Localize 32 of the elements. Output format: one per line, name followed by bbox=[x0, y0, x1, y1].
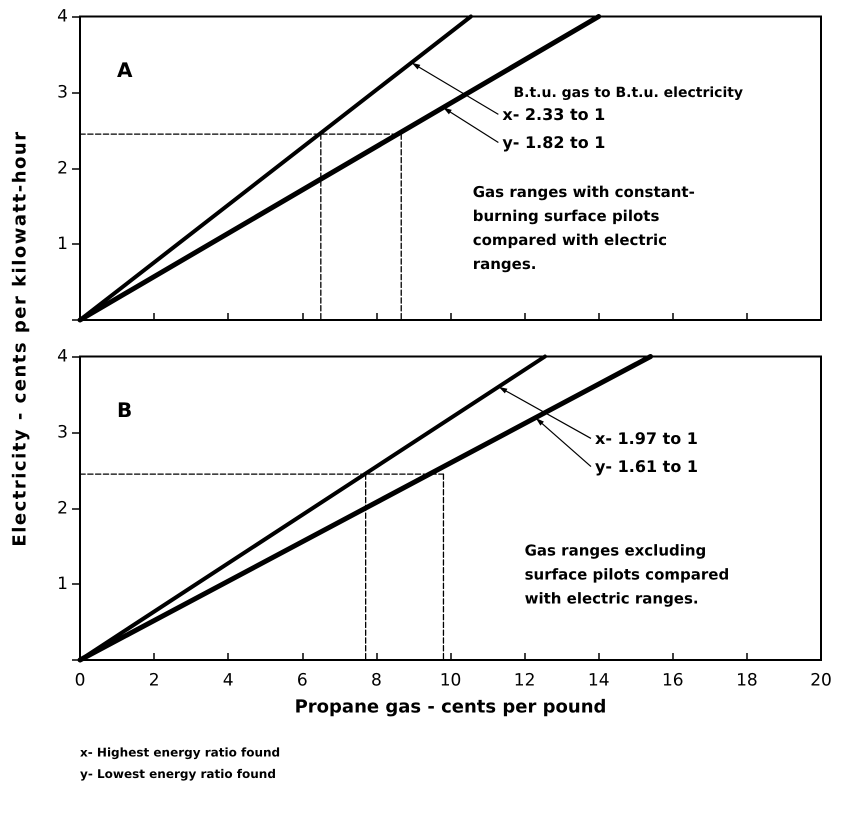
annotation: B bbox=[117, 398, 132, 422]
y-tick-label: 3 bbox=[57, 422, 68, 442]
x-tick-label: 8 bbox=[370, 670, 382, 690]
x-tick-label: 20 bbox=[810, 670, 832, 690]
x-tick-label: 2 bbox=[148, 670, 160, 690]
x-tick-label: 10 bbox=[440, 670, 462, 690]
y-axis-title: Electricity - cents per kilowatt-hour bbox=[10, 130, 31, 546]
annotation: B.t.u. gas to B.t.u. electricity bbox=[513, 84, 744, 101]
text: x- Highest energy ratio found bbox=[80, 746, 280, 760]
annotation: Gas ranges excluding surface pilots compared with electric ranges. bbox=[524, 541, 730, 608]
x-tick-label: 18 bbox=[736, 670, 758, 690]
x-axis-title: Propane gas - cents per pound bbox=[294, 696, 606, 718]
y-tick-label: 2 bbox=[57, 158, 68, 178]
text: y- Lowest energy ratio found bbox=[80, 766, 276, 781]
x-tick-label: 0 bbox=[74, 670, 86, 690]
x-tick-label: 12 bbox=[514, 670, 536, 690]
y-tick-label: 1 bbox=[57, 574, 68, 594]
x-tick-label: 16 bbox=[662, 670, 684, 690]
annotation: y- 1.61 to 1 bbox=[594, 457, 698, 476]
annotation: Gas ranges with constant- burning surface pilots compared with electric ranges. bbox=[472, 183, 695, 274]
y-tick-label: 1 bbox=[57, 234, 68, 254]
x-tick-label: 14 bbox=[588, 670, 610, 690]
annotation: y- 1.82 to 1 bbox=[502, 132, 606, 152]
x-tick-label: 4 bbox=[222, 670, 234, 690]
y-tick-label: 3 bbox=[57, 82, 68, 102]
x-tick-label: 6 bbox=[296, 670, 308, 690]
y-tick-label: 4 bbox=[57, 6, 68, 26]
annotation: x- 2.33 to 1 bbox=[502, 104, 606, 124]
y-tick-label: 2 bbox=[57, 498, 68, 518]
annotation: A bbox=[117, 58, 134, 82]
annotation: x- 1.97 to 1 bbox=[594, 428, 698, 448]
y-tick-label: 4 bbox=[57, 346, 68, 366]
